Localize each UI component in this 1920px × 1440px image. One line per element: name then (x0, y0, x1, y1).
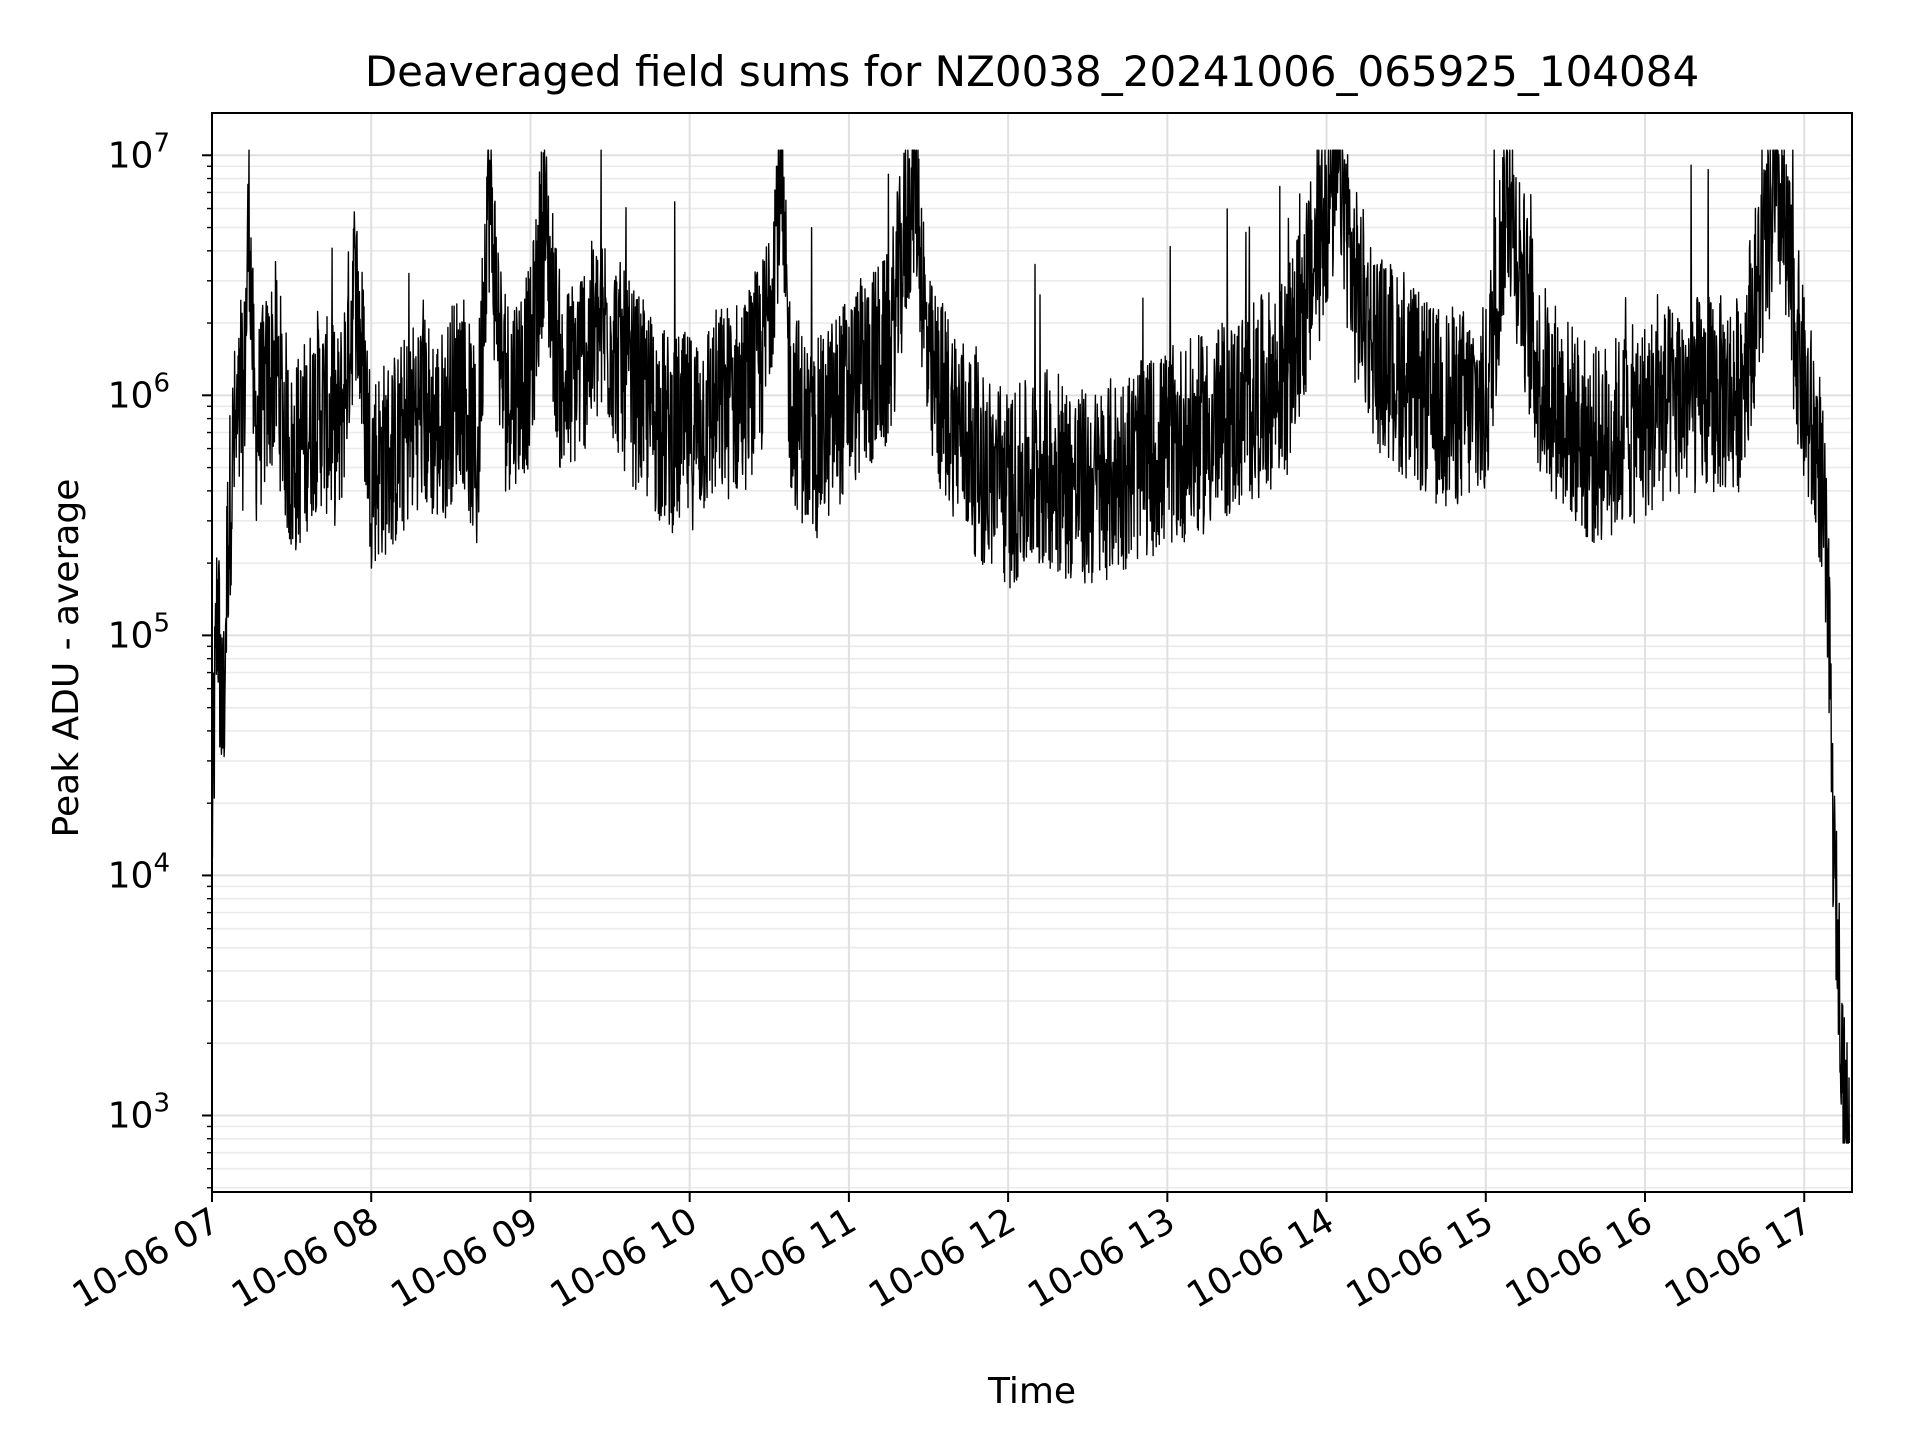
x-axis-label: Time (987, 1371, 1076, 1412)
grid-lines (211, 113, 1852, 1192)
y-tick-label-exponent: 7 (153, 128, 170, 158)
x-tick-label: 10-06 11 (703, 1200, 864, 1316)
y-tick-label-base: 10 (108, 375, 154, 416)
y-tick-label-exponent: 3 (153, 1088, 170, 1118)
x-tick-label: 10-06 10 (543, 1200, 704, 1316)
y-tick-label-base: 10 (108, 855, 154, 896)
y-tick-label: 106 (108, 368, 170, 416)
y-tick-label-base: 10 (108, 135, 154, 176)
plot-frame (211, 112, 1853, 1193)
data-series (211, 149, 1850, 1144)
y-tick-label: 105 (108, 608, 170, 656)
x-tick-label: 10-06 16 (1499, 1200, 1660, 1316)
x-tick-label: 10-06 09 (384, 1200, 545, 1316)
y-tick-label: 104 (108, 848, 170, 896)
y-tick-label: 107 (108, 128, 170, 176)
x-tick-label: 10-06 17 (1658, 1200, 1819, 1316)
chart-title: Deaveraged field sums for NZ0038_2024100… (365, 47, 1699, 96)
y-tick-label-base: 10 (108, 1095, 154, 1136)
series-line (211, 149, 1850, 1144)
x-tick-label: 10-06 15 (1340, 1200, 1501, 1316)
y-tick-label-exponent: 4 (153, 848, 170, 878)
x-tick-label: 10-06 07 (66, 1200, 227, 1316)
x-tick-label: 10-06 08 (225, 1200, 386, 1316)
y-tick-label-base: 10 (108, 615, 154, 656)
x-tick-label: 10-06 14 (1180, 1200, 1341, 1316)
x-tick-label: 10-06 13 (1021, 1200, 1182, 1316)
y-tick-label: 103 (108, 1088, 170, 1136)
x-tick-label: 10-06 12 (862, 1200, 1023, 1316)
y-tick-label-exponent: 6 (153, 368, 170, 398)
y-tick-label-exponent: 5 (153, 608, 170, 638)
y-axis-label: Peak ADU - average (46, 479, 87, 838)
